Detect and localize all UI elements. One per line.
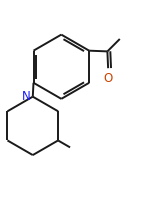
Text: N: N (22, 90, 31, 103)
Text: O: O (104, 71, 113, 84)
